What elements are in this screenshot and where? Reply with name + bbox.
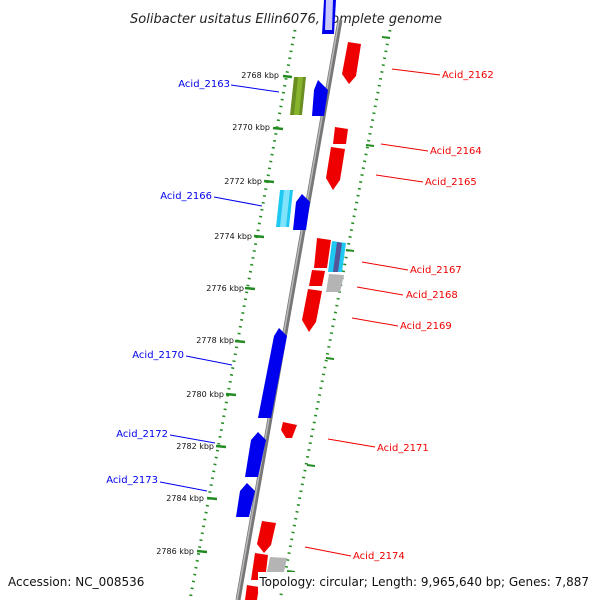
tick-label: 2786 kbp [156, 547, 194, 556]
ruler-ticks [196, 36, 391, 573]
tick-label: 2784 kbp [166, 494, 204, 503]
gene-feature-highlight [280, 190, 290, 227]
footer-background [258, 572, 594, 592]
left-gene-labels: Acid_2163 Acid_2166 Acid_2170 Acid_2172 … [106, 79, 230, 486]
leader-line [185, 355, 233, 366]
tick-mark [286, 570, 296, 573]
gene-feature-acid-2172[interactable] [245, 432, 266, 477]
outer-dotted-ruler [278, 29, 392, 600]
leader-line [380, 143, 429, 152]
gene-label[interactable]: Acid_2169 [400, 321, 452, 332]
tick-mark [272, 126, 284, 131]
map-title: Solibacter usitatus Ellin6076, complete … [130, 12, 442, 27]
gene-feature-highlight [325, 0, 333, 30]
leader-line [213, 196, 263, 207]
gene-feature-acid-2173[interactable] [236, 483, 255, 517]
genome-backbone-highlight [236, 19, 340, 600]
right-label-leaders [304, 68, 441, 557]
ruler-tick-labels: 2768 kbp 2770 kbp 2772 kbp 2774 kbp 2776… [156, 71, 279, 556]
gene-feature-red-block[interactable] [314, 238, 331, 268]
leader-line [304, 546, 352, 557]
gene-feature-acid-2170[interactable] [258, 328, 287, 418]
gene-feature-gray[interactable] [267, 557, 287, 572]
tick-mark [225, 392, 237, 397]
leader-line [169, 434, 216, 444]
gene-feature-acid-2174[interactable] [257, 521, 276, 553]
gene-feature-forward[interactable] [293, 194, 310, 230]
leader-line [230, 84, 280, 93]
tick-mark [325, 357, 335, 360]
leader-line [361, 261, 409, 271]
leader-line [327, 438, 376, 448]
gene-label[interactable]: Acid_2164 [430, 146, 482, 157]
tick-mark [345, 249, 355, 252]
tick-label: 2776 kbp [206, 284, 244, 293]
gene-label[interactable]: Acid_2171 [377, 443, 429, 454]
gene-feature-stripe [333, 242, 342, 272]
gene-feature-acid-2168[interactable] [326, 274, 344, 292]
tick-mark [215, 444, 227, 449]
tick-label: 2780 kbp [186, 390, 224, 399]
gene-label[interactable]: Acid_2173 [106, 475, 158, 486]
leader-line [159, 481, 208, 492]
tick-mark [206, 496, 218, 501]
leader-line [356, 286, 404, 296]
topology-text: Topology: circular; Length: 9,965,640 bp… [258, 575, 589, 589]
tick-label: 2782 kbp [176, 442, 214, 451]
gene-label[interactable]: Acid_2167 [410, 265, 462, 276]
gene-feature-acid-2162[interactable] [342, 42, 361, 84]
tick-mark [196, 549, 208, 554]
tick-mark [234, 339, 246, 344]
gene-feature-acid-2164[interactable] [333, 127, 348, 144]
gene-label[interactable]: Acid_2162 [442, 70, 494, 81]
tick-mark [381, 36, 391, 39]
tick-mark [263, 179, 275, 184]
gene-feature-acid-2169[interactable] [302, 289, 322, 332]
gene-feature-acid-2164-blue[interactable] [312, 80, 328, 116]
gene-label[interactable]: Acid_2163 [178, 79, 230, 90]
gene-feature-red-block[interactable] [309, 270, 325, 286]
gene-label[interactable]: Acid_2168 [406, 290, 458, 301]
left-label-leaders [159, 84, 280, 492]
tick-mark [253, 234, 265, 239]
leader-line [351, 317, 399, 327]
right-gene-labels: Acid_2162 Acid_2164 Acid_2165 Acid_2167 … [353, 70, 494, 562]
gene-feature-acid-2165[interactable] [326, 147, 345, 190]
accession-text: Accession: NC_008536 [8, 575, 144, 589]
genome-backbone [235, 19, 343, 600]
tick-label: 2772 kbp [224, 177, 262, 186]
gene-feature-highlight [294, 77, 303, 115]
gene-feature-acid-2171[interactable] [281, 422, 297, 438]
tick-label: 2778 kbp [196, 336, 234, 345]
gene-label[interactable]: Acid_2174 [353, 551, 405, 562]
gene-label[interactable]: Acid_2165 [425, 177, 477, 188]
tick-label: 2774 kbp [214, 232, 252, 241]
tick-mark [244, 286, 256, 291]
forward-strand-genes [236, 0, 336, 517]
tick-mark [282, 74, 293, 79]
gene-label[interactable]: Acid_2170 [132, 350, 184, 361]
tick-mark [365, 144, 375, 147]
leader-line [391, 68, 441, 76]
gene-label[interactable]: Acid_2172 [116, 429, 168, 440]
tick-mark [306, 464, 316, 467]
reverse-strand-genes [245, 42, 361, 600]
gene-feature-reverse[interactable] [245, 585, 259, 600]
tick-label: 2770 kbp [232, 123, 270, 132]
tick-label: 2768 kbp [241, 71, 279, 80]
gene-label[interactable]: Acid_2166 [160, 191, 212, 202]
leader-line [375, 174, 424, 183]
